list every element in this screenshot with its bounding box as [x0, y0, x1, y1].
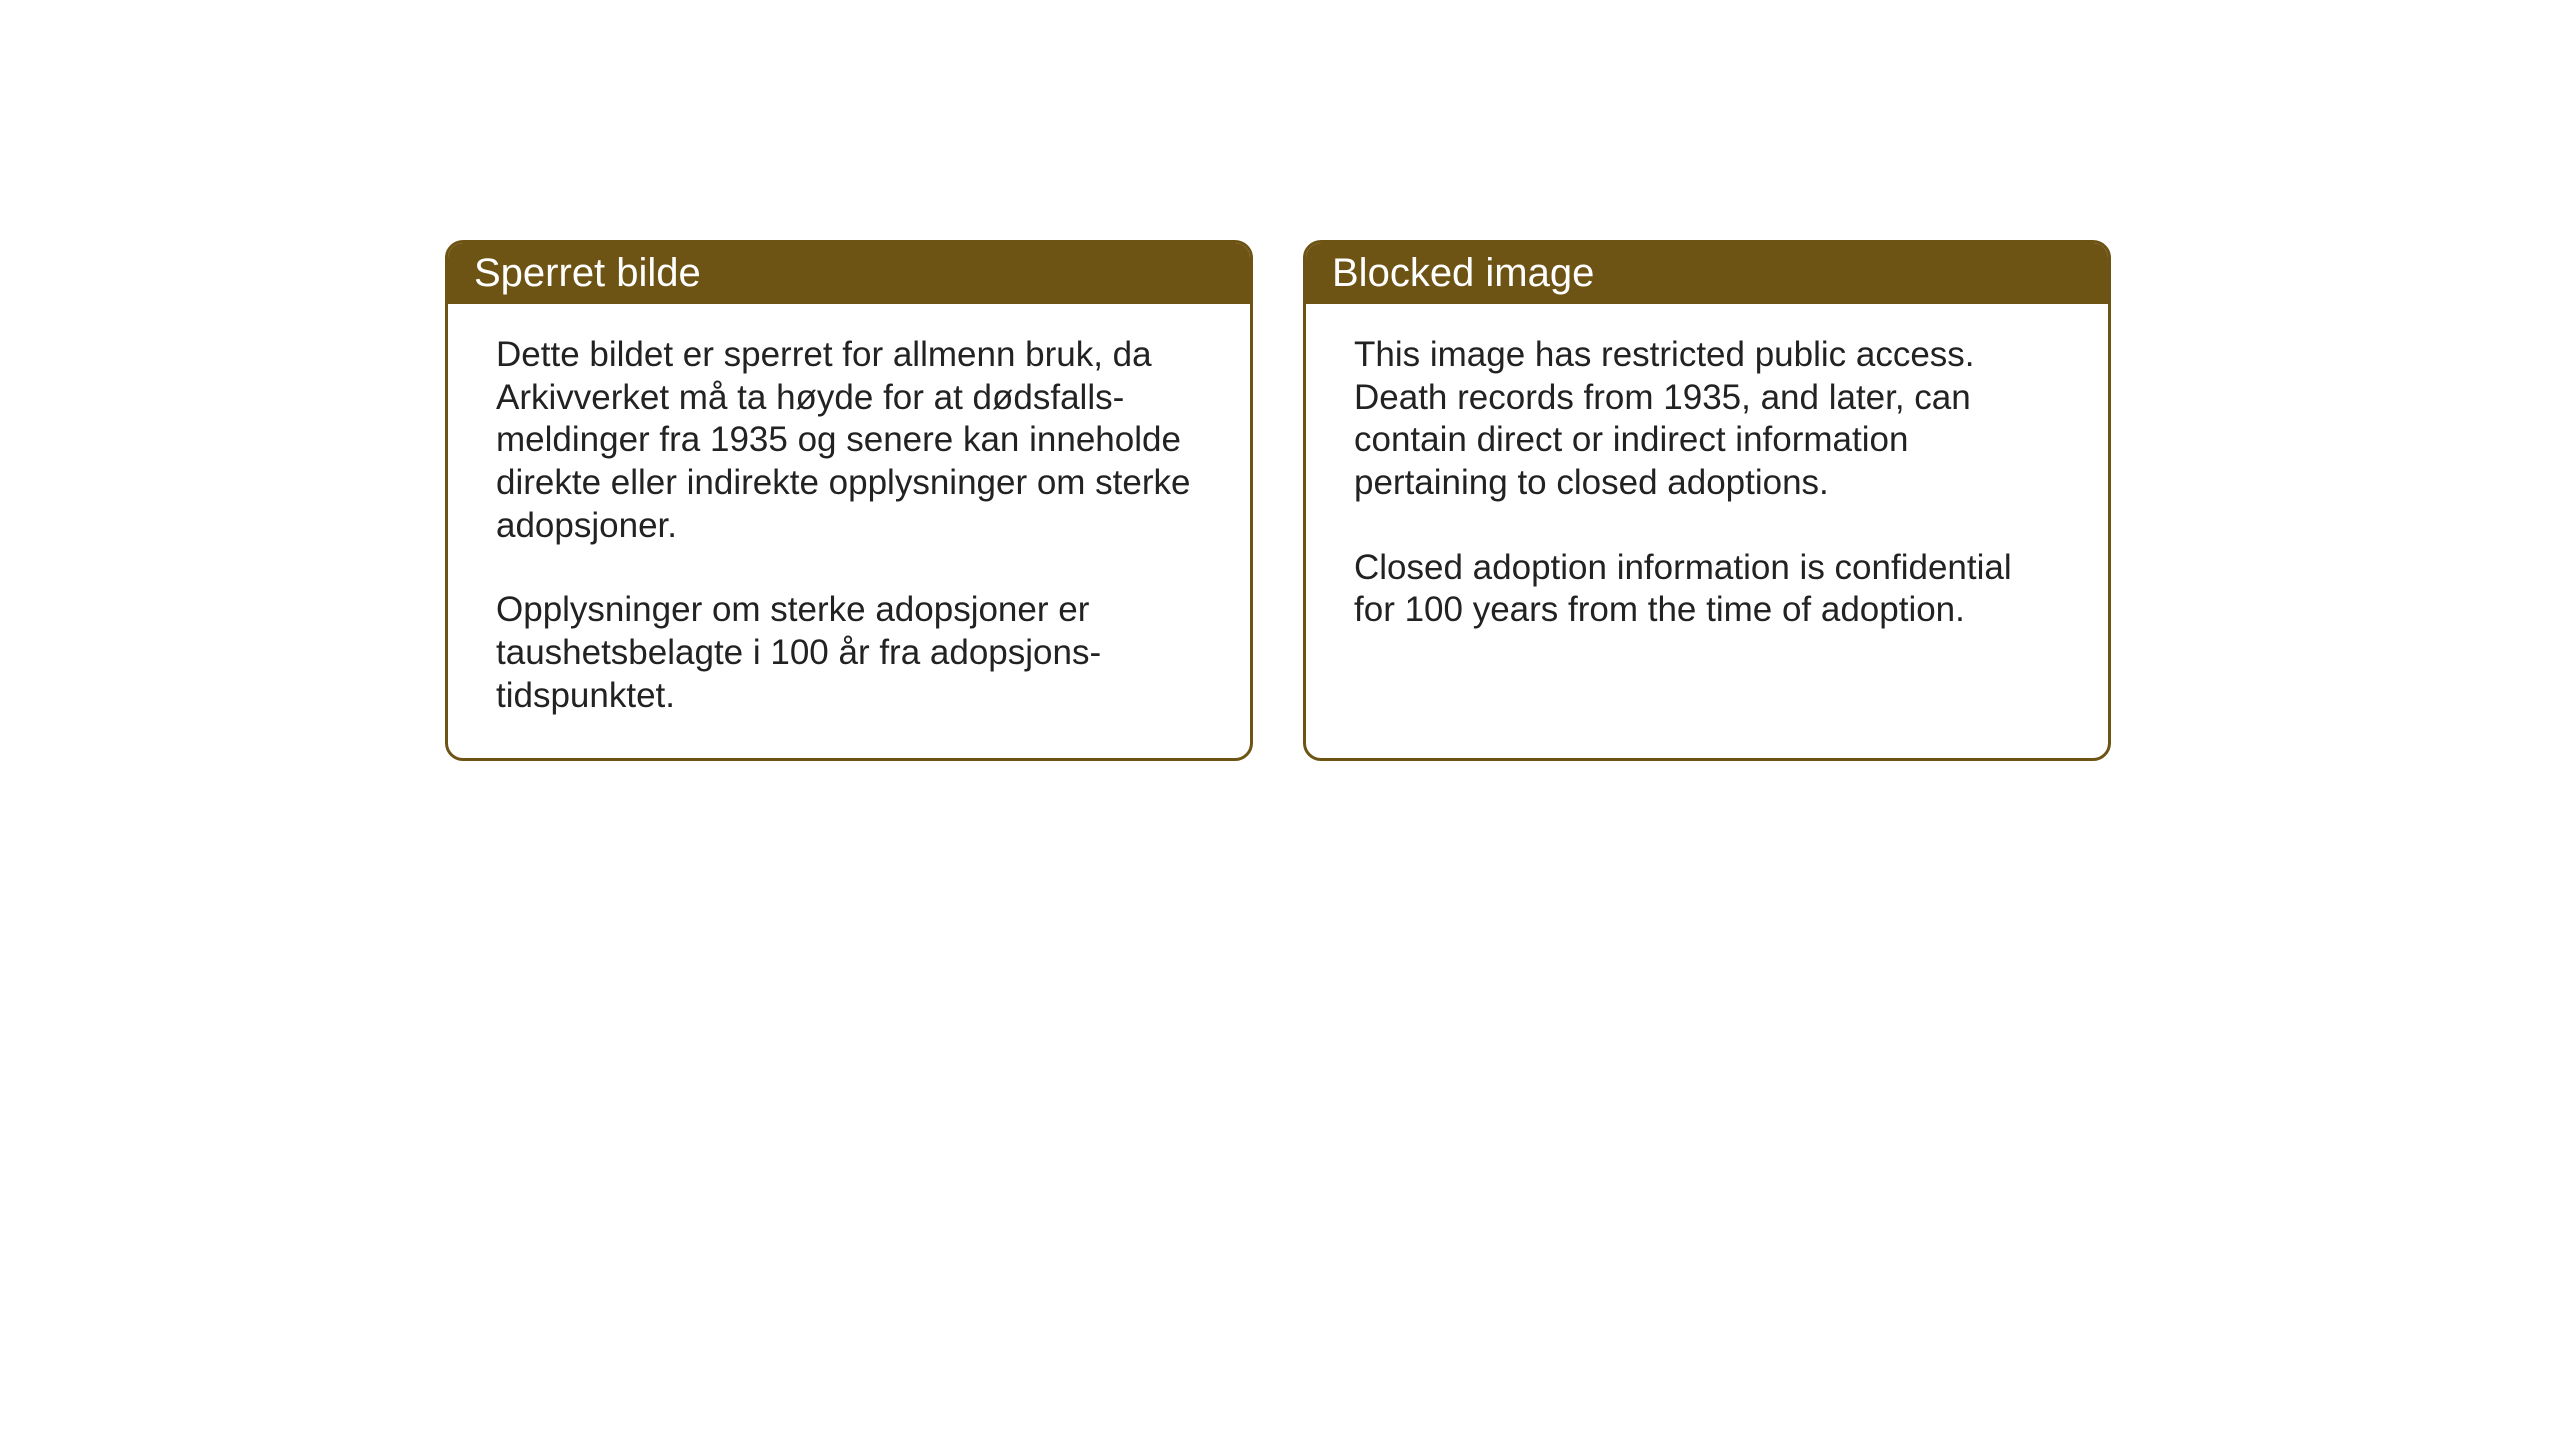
english-paragraph-1: This image has restricted public access.… [1354, 334, 2060, 505]
notice-container: Sperret bilde Dette bildet er sperret fo… [445, 240, 2111, 761]
norwegian-notice-body: Dette bildet er sperret for allmenn bruk… [448, 304, 1250, 758]
norwegian-notice-title: Sperret bilde [448, 243, 1250, 304]
english-paragraph-2: Closed adoption information is confident… [1354, 547, 2060, 632]
english-notice-body: This image has restricted public access.… [1306, 304, 2108, 746]
norwegian-paragraph-1: Dette bildet er sperret for allmenn bruk… [496, 334, 1202, 547]
english-notice-title: Blocked image [1306, 243, 2108, 304]
english-notice-box: Blocked image This image has restricted … [1303, 240, 2111, 761]
norwegian-notice-box: Sperret bilde Dette bildet er sperret fo… [445, 240, 1253, 761]
norwegian-paragraph-2: Opplysninger om sterke adopsjoner er tau… [496, 589, 1202, 717]
